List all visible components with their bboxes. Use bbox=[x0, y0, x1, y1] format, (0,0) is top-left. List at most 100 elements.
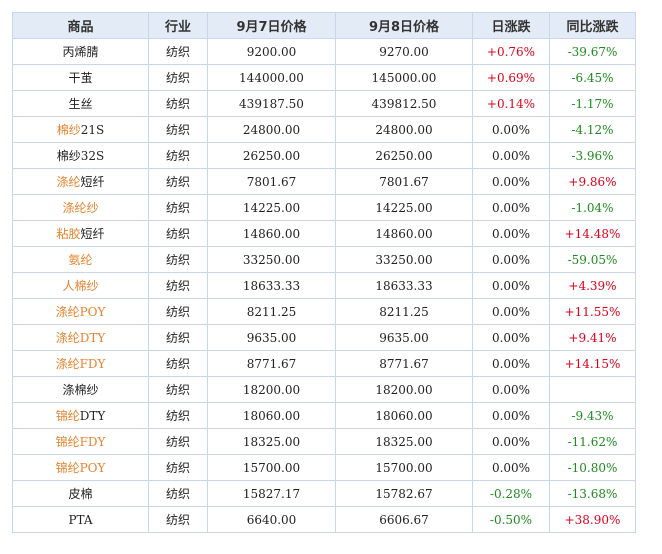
industry-cell: 纺织 bbox=[148, 454, 208, 481]
table-row: 涤纶FDY 纺织 8771.67 8771.67 0.00% +14.15% bbox=[12, 350, 636, 377]
table-row: 粘胶短纤 纺织 14860.00 14860.00 0.00% +14.48% bbox=[12, 220, 636, 247]
commodity-name-cell: 皮棉 bbox=[12, 480, 149, 507]
price-sep7-cell: 18633.33 bbox=[207, 272, 336, 299]
industry-cell: 纺织 bbox=[148, 64, 208, 91]
price-sep8-cell: 8211.25 bbox=[335, 298, 473, 325]
price-table-container: 商品 行业 9月7日价格 9月8日价格 日涨跌 同比涨跌 丙烯腈 纺织 9200.0… bbox=[12, 12, 636, 533]
daily-change-cell: 0.00% bbox=[472, 272, 550, 299]
yoy-change-cell: -10.80% bbox=[549, 454, 636, 481]
industry-cell: 纺织 bbox=[148, 116, 208, 143]
daily-change-cell: 0.00% bbox=[472, 350, 550, 377]
daily-change-cell: +0.14% bbox=[472, 90, 550, 117]
header-industry: 行业 bbox=[148, 12, 208, 39]
commodity-link[interactable]: 涤纶POY bbox=[55, 305, 106, 319]
daily-change-cell: 0.00% bbox=[472, 376, 550, 403]
price-sep7-cell: 14225.00 bbox=[207, 194, 336, 221]
table-row: 人棉纱 纺织 18633.33 18633.33 0.00% +4.39% bbox=[12, 272, 636, 299]
price-sep8-cell: 18325.00 bbox=[335, 428, 473, 455]
table-row: 生丝 纺织 439187.50 439812.50 +0.14% -1.17% bbox=[12, 90, 636, 117]
table-row: 锦纶FDY 纺织 18325.00 18325.00 0.00% -11.62% bbox=[12, 428, 636, 455]
commodity-name-text: 棉纱32S bbox=[56, 149, 105, 163]
commodity-link[interactable]: 氨纶 bbox=[68, 253, 93, 267]
yoy-change-cell: -4.12% bbox=[549, 116, 636, 143]
daily-change-cell: 0.00% bbox=[472, 428, 550, 455]
commodity-name-cell: 人棉纱 bbox=[12, 272, 149, 299]
table-row: 锦纶DTY 纺织 18060.00 18060.00 0.00% -9.43% bbox=[12, 402, 636, 429]
daily-change-cell: +0.76% bbox=[472, 38, 550, 65]
price-sep7-cell: 144000.00 bbox=[207, 64, 336, 91]
commodity-link[interactable]: 锦纶POY bbox=[55, 461, 106, 475]
commodity-link[interactable]: 涤纶纱 bbox=[62, 201, 99, 215]
daily-change-cell: 0.00% bbox=[472, 220, 550, 247]
price-sep8-cell: 18060.00 bbox=[335, 402, 473, 429]
commodity-name-cell: 锦纶FDY bbox=[12, 428, 149, 455]
header-daily-change: 日涨跌 bbox=[472, 12, 550, 39]
commodity-name-text: 干茧 bbox=[68, 71, 93, 85]
commodity-name-cell: 涤纶纱 bbox=[12, 194, 149, 221]
daily-change-cell: 0.00% bbox=[472, 402, 550, 429]
yoy-change-cell bbox=[549, 376, 636, 403]
table-row: 棉纱32S 纺织 26250.00 26250.00 0.00% -3.96% bbox=[12, 142, 636, 169]
price-sep8-cell: 145000.00 bbox=[335, 64, 473, 91]
yoy-change-cell: +14.15% bbox=[549, 350, 636, 377]
table-body: 丙烯腈 纺织 9200.00 9270.00 +0.76% -39.67% 干茧 纺织 1440… bbox=[12, 38, 636, 533]
price-sep8-cell: 18633.33 bbox=[335, 272, 473, 299]
daily-change-cell: 0.00% bbox=[472, 324, 550, 351]
commodity-name-cell: 棉纱21S bbox=[12, 116, 149, 143]
price-sep8-cell: 7801.67 bbox=[335, 168, 473, 195]
commodity-name-cell: 丙烯腈 bbox=[12, 38, 149, 65]
table-row: 棉纱21S 纺织 24800.00 24800.00 0.00% -4.12% bbox=[12, 116, 636, 143]
price-sep8-cell: 33250.00 bbox=[335, 246, 473, 273]
yoy-change-cell: -13.68% bbox=[549, 480, 636, 507]
price-sep7-cell: 18325.00 bbox=[207, 428, 336, 455]
commodity-link[interactable]: 粘胶 bbox=[56, 227, 81, 241]
price-sep8-cell: 14860.00 bbox=[335, 220, 473, 247]
price-sep7-cell: 9635.00 bbox=[207, 324, 336, 351]
commodity-name-text: 生丝 bbox=[68, 97, 93, 111]
yoy-change-cell: +14.48% bbox=[549, 220, 636, 247]
price-sep8-cell: 18200.00 bbox=[335, 376, 473, 403]
industry-cell: 纺织 bbox=[148, 194, 208, 221]
price-sep7-cell: 14860.00 bbox=[207, 220, 336, 247]
commodity-name-cell: 涤纶FDY bbox=[12, 350, 149, 377]
commodity-link[interactable]: 涤纶 bbox=[56, 175, 81, 189]
table-header-row: 商品 行业 9月7日价格 9月8日价格 日涨跌 同比涨跌 bbox=[12, 12, 636, 39]
commodity-name-text: DTY bbox=[79, 409, 106, 423]
daily-change-cell: 0.00% bbox=[472, 454, 550, 481]
industry-cell: 纺织 bbox=[148, 142, 208, 169]
yoy-change-cell: -6.45% bbox=[549, 64, 636, 91]
table-row: 涤纶纱 纺织 14225.00 14225.00 0.00% -1.04% bbox=[12, 194, 636, 221]
commodity-link[interactable]: 锦纶 bbox=[55, 409, 80, 423]
price-sep8-cell: 8771.67 bbox=[335, 350, 473, 377]
commodity-name-cell: 干茧 bbox=[12, 64, 149, 91]
table-row: 丙烯腈 纺织 9200.00 9270.00 +0.76% -39.67% bbox=[12, 38, 636, 65]
commodity-link[interactable]: 涤纶DTY bbox=[55, 331, 106, 345]
yoy-change-cell: -9.43% bbox=[549, 402, 636, 429]
commodity-name-cell: 锦纶DTY bbox=[12, 402, 149, 429]
price-sep7-cell: 15827.17 bbox=[207, 480, 336, 507]
commodity-link[interactable]: 棉纱 bbox=[56, 123, 81, 137]
commodity-name-cell: 涤纶短纤 bbox=[12, 168, 149, 195]
price-sep8-cell: 15782.67 bbox=[335, 480, 473, 507]
commodity-name-cell: 棉纱32S bbox=[12, 142, 149, 169]
price-sep7-cell: 15700.00 bbox=[207, 454, 336, 481]
industry-cell: 纺织 bbox=[148, 246, 208, 273]
yoy-change-cell: -1.17% bbox=[549, 90, 636, 117]
commodity-link[interactable]: 锦纶FDY bbox=[55, 435, 106, 449]
price-sep8-cell: 439812.50 bbox=[335, 90, 473, 117]
yoy-change-cell: -59.05% bbox=[549, 246, 636, 273]
daily-change-cell: 0.00% bbox=[472, 298, 550, 325]
price-sep7-cell: 9200.00 bbox=[207, 38, 336, 65]
commodity-link[interactable]: 人棉纱 bbox=[62, 279, 99, 293]
price-sep8-cell: 9635.00 bbox=[335, 324, 473, 351]
commodity-name-cell: 涤纶DTY bbox=[12, 324, 149, 351]
header-yoy-change: 同比涨跌 bbox=[549, 12, 636, 39]
header-price-sep7: 9月7日价格 bbox=[207, 12, 336, 39]
daily-change-cell: -0.28% bbox=[472, 480, 550, 507]
industry-cell: 纺织 bbox=[148, 168, 208, 195]
commodity-name-text: 短纤 bbox=[80, 175, 105, 189]
industry-cell: 纺织 bbox=[148, 376, 208, 403]
price-sep7-cell: 33250.00 bbox=[207, 246, 336, 273]
daily-change-cell: 0.00% bbox=[472, 116, 550, 143]
commodity-link[interactable]: 涤纶FDY bbox=[55, 357, 106, 371]
